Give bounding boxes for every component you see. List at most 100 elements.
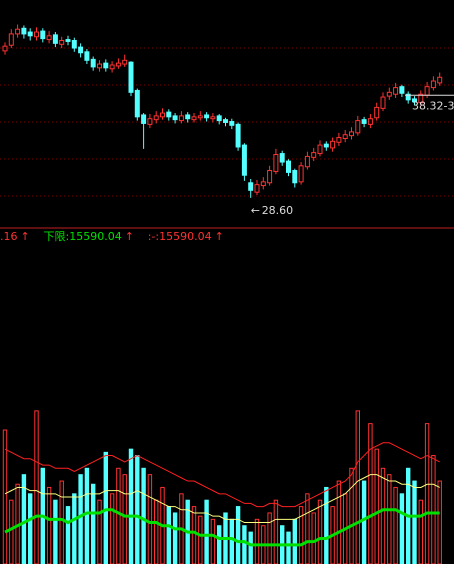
- volume-bar: [166, 506, 172, 564]
- volume-bar: [431, 455, 436, 564]
- candle-body: [241, 144, 247, 176]
- volume-bar: [78, 474, 83, 564]
- annotation: 38.32-3: [412, 99, 454, 112]
- candle-body: [248, 182, 254, 191]
- volume-bar: [172, 512, 178, 564]
- legend-text: .16: [0, 230, 18, 243]
- volume-bar: [273, 499, 279, 564]
- candle-body: [418, 93, 424, 104]
- volume-line: [4, 474, 440, 524]
- volume-bar: [242, 525, 247, 564]
- volume-bar: [248, 531, 253, 564]
- candle-body: [27, 31, 33, 37]
- volume-bar: [374, 448, 379, 564]
- candle-body: [399, 86, 405, 94]
- volume-bar: [305, 493, 310, 564]
- volume-bar: [355, 410, 361, 564]
- candle-body: [191, 116, 197, 121]
- volume-bar: [324, 486, 329, 564]
- candle-body: [336, 137, 342, 143]
- volume-bar: [122, 474, 127, 564]
- candle-body: [216, 115, 222, 122]
- candle-body: [15, 28, 21, 35]
- volume-bar: [28, 493, 33, 564]
- candle-body: [59, 40, 65, 45]
- candle-body: [97, 63, 102, 69]
- candle-body: [311, 152, 317, 158]
- volume-bar: [229, 518, 235, 564]
- candle-body: [229, 121, 235, 126]
- candle-body: [349, 131, 354, 137]
- volume-bar: [147, 474, 153, 564]
- legend-arrow: ↑: [21, 230, 30, 243]
- candle-body: [185, 114, 191, 120]
- volume-bar: [217, 525, 222, 564]
- candle-body: [84, 51, 90, 61]
- candle-body: [122, 59, 128, 65]
- candle-body: [267, 170, 273, 184]
- candle-body: [374, 106, 380, 119]
- volume-bar: [59, 480, 64, 564]
- candle-body: [141, 114, 147, 124]
- volume-bar: [103, 451, 108, 564]
- volume-bar: [292, 518, 298, 564]
- volume-bar: [191, 506, 197, 564]
- volume-bar: [198, 515, 203, 564]
- volume-bar: [311, 512, 316, 564]
- candle-body: [254, 184, 260, 193]
- candle-body: [260, 181, 266, 187]
- volume-bar: [135, 455, 140, 564]
- legend-arrow: ↑: [125, 230, 134, 243]
- volume-bar: [336, 480, 342, 564]
- volume-bar: [267, 512, 272, 564]
- volume-bar: [128, 448, 134, 564]
- volume-bar: [46, 486, 52, 564]
- candle-body: [204, 114, 210, 119]
- annotation-arrow: ←: [251, 204, 260, 217]
- candle-body: [166, 111, 172, 118]
- candle-body: [298, 165, 304, 183]
- volume-bar: [286, 531, 291, 564]
- volume-bar: [361, 480, 367, 564]
- volume-bar: [204, 499, 209, 564]
- candle-body: [40, 30, 46, 40]
- candle-body: [367, 118, 373, 125]
- volume-bar: [84, 467, 90, 564]
- candle-body: [393, 87, 399, 95]
- volume-bar: [141, 467, 146, 564]
- candle-body: [46, 35, 52, 41]
- candle-body: [210, 116, 216, 120]
- candle-body: [8, 33, 14, 46]
- candle-body: [197, 115, 203, 119]
- candle-body: [279, 153, 285, 163]
- volume-bar: [393, 486, 398, 564]
- candle-body: [286, 160, 291, 173]
- candle-body: [412, 98, 417, 103]
- volume-bar: [349, 467, 354, 564]
- candle-body: [178, 115, 184, 122]
- candle-body: [361, 119, 367, 124]
- volume-bar: [9, 499, 14, 564]
- candle-body: [330, 140, 336, 149]
- volume-bar: [235, 506, 241, 564]
- candle-body: [153, 115, 159, 121]
- candle-body: [34, 31, 39, 38]
- legend-arrow: ↑: [215, 230, 224, 243]
- candle-body: [115, 62, 121, 67]
- volume-bar: [154, 499, 159, 564]
- volume-bar: [399, 493, 405, 564]
- volume-bar: [97, 499, 102, 564]
- candle-body: [342, 134, 348, 139]
- volume-bar: [418, 499, 424, 564]
- candle-body: [304, 155, 310, 168]
- legend-text: 下限:15590.04: [44, 230, 122, 243]
- volume-bar: [387, 474, 392, 564]
- volume-bar: [368, 423, 373, 564]
- candle-body: [52, 34, 58, 44]
- volume-line: [4, 442, 440, 508]
- annotation: 28.60: [262, 204, 294, 217]
- volume-bar: [424, 423, 430, 564]
- candle-body: [71, 40, 77, 49]
